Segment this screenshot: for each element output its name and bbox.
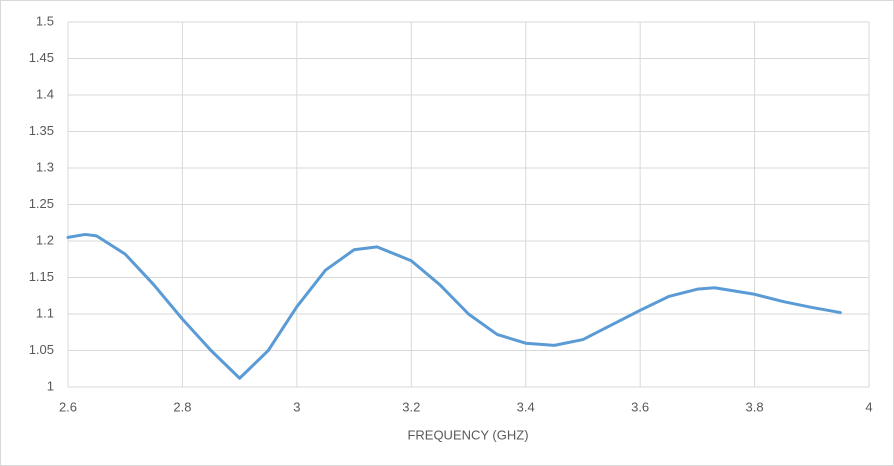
data-line	[66, 232, 842, 380]
y-tick-label: 1	[47, 378, 54, 393]
x-tick-label: 2.8	[173, 399, 191, 414]
x-tick-label: 2.6	[59, 399, 77, 414]
x-axis-label: FREQUENCY (GHZ)	[407, 427, 528, 442]
y-tick-label: 1.45	[29, 50, 54, 65]
y-tick-label: 1.05	[29, 342, 54, 357]
x-tick-label: 3.2	[402, 399, 420, 414]
y-tick-label: 1.2	[36, 232, 54, 247]
y-tick-label: 1.4	[36, 86, 54, 101]
y-tick-label: 1.5	[36, 13, 54, 28]
y-tick-label: 1.1	[36, 305, 54, 320]
y-tick-label: 1.25	[29, 196, 54, 211]
x-tick-label: 3.6	[631, 399, 649, 414]
y-tick-label: 1.15	[29, 269, 54, 284]
y-tick-label: 1.3	[36, 159, 54, 174]
x-tick-label: 3	[293, 399, 300, 414]
x-tick-label: 4	[865, 399, 872, 414]
y-tick-label: 1.35	[29, 123, 54, 138]
x-tick-label: 3.4	[517, 399, 535, 414]
x-tick-label: 3.8	[746, 399, 764, 414]
